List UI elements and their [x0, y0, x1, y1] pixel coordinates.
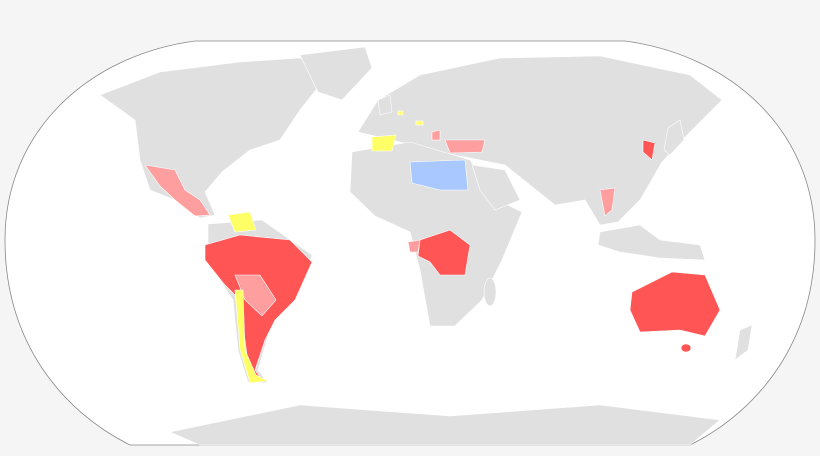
arabia[interactable]: [471, 164, 521, 211]
uk[interactable]: [377, 94, 393, 116]
antarctica[interactable]: [169, 404, 721, 446]
category-blue-layer: [409, 159, 469, 191]
madagascar[interactable]: [483, 277, 497, 307]
venezuela[interactable]: [227, 211, 257, 233]
category-yellow-layer: [227, 110, 424, 384]
greece[interactable]: [431, 129, 441, 141]
tasmania[interactable]: [680, 343, 692, 353]
dr-congo[interactable]: [417, 229, 471, 276]
turkey[interactable]: [444, 139, 486, 154]
switzerland[interactable]: [397, 110, 404, 116]
north-korea[interactable]: [642, 139, 656, 161]
se-asia-islands[interactable]: [597, 224, 706, 261]
hungary[interactable]: [415, 120, 424, 126]
chile[interactable]: [234, 289, 270, 384]
australia[interactable]: [629, 271, 721, 337]
congo[interactable]: [407, 239, 421, 253]
spain[interactable]: [371, 134, 397, 152]
greenland[interactable]: [299, 46, 373, 101]
land-layer: [99, 46, 753, 446]
new-zealand[interactable]: [734, 324, 753, 361]
libya-egypt[interactable]: [409, 159, 469, 191]
eurasia[interactable]: [357, 55, 723, 226]
thailand[interactable]: [599, 187, 616, 217]
category-pink-layer: [144, 129, 616, 317]
mexico-central-america[interactable]: [144, 164, 211, 217]
japan[interactable]: [663, 119, 685, 156]
